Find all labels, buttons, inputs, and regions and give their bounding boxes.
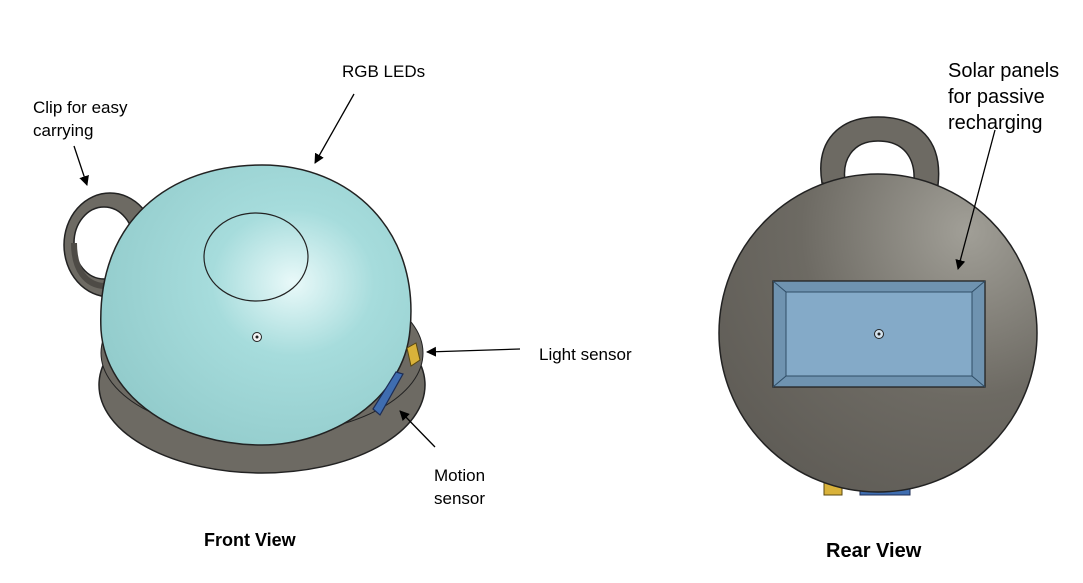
solar-panel: [772, 280, 986, 388]
dome: [100, 164, 412, 446]
rgb-leds-arrow: [314, 93, 355, 164]
front-view-device: [63, 164, 426, 474]
motion-sensor: [372, 371, 404, 416]
light-sensor-arrow: [426, 346, 521, 357]
clip-label-line2: carrying: [33, 121, 94, 140]
light-sensor-label: Light sensor: [539, 345, 632, 364]
solar-panels-arrow: [955, 129, 996, 270]
rear-view-device: [718, 116, 1038, 496]
motion-sensor-label-line1: Motion: [434, 466, 486, 485]
motion-sensor-label-line2: sensor: [434, 489, 486, 508]
solar-panels-label: Solar panels for passive recharging: [948, 58, 1059, 136]
motion-sensor-label: Motion sensor: [434, 464, 485, 510]
rear-view-caption: Rear View: [826, 540, 922, 562]
clip-label: Clip for easy carrying: [33, 96, 127, 142]
clip-label-line1: Clip for easy: [33, 98, 128, 117]
motion-sensor-arrow: [399, 410, 436, 448]
rgb-leds-label: RGB LEDs: [342, 62, 426, 81]
solar-panels-label-line2: for passive: [948, 86, 1045, 108]
rear-loop-handle: [820, 116, 940, 190]
light-sensor: [406, 342, 421, 367]
clip-arrow: [73, 145, 89, 186]
solar-panels-label-line1: Solar panels: [948, 60, 1060, 82]
solar-panels-label-line3: recharging: [948, 112, 1043, 134]
led-window: [203, 212, 309, 302]
front-view-caption: Front View: [204, 530, 296, 550]
